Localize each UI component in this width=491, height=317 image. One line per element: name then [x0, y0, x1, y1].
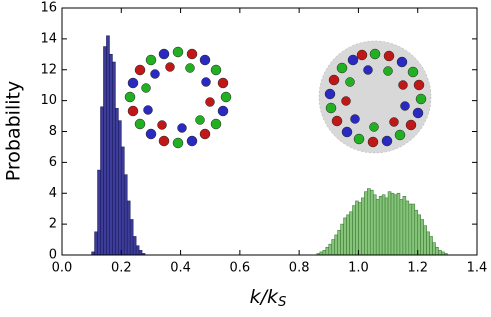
bar: [135, 245, 140, 256]
bar: [349, 211, 353, 256]
bar: [426, 231, 430, 256]
plot-frame: [61, 7, 478, 256]
bar: [340, 223, 344, 256]
x-tick-label: 0.8: [289, 261, 310, 276]
bar: [402, 196, 407, 256]
bar: [106, 35, 110, 256]
x-tick-label: 0.2: [111, 261, 132, 276]
bar: [411, 203, 416, 256]
bar: [115, 108, 119, 256]
bar: [352, 205, 356, 256]
bar: [118, 120, 122, 256]
bar: [408, 203, 413, 256]
bar: [346, 214, 350, 256]
bar: [132, 236, 137, 256]
bar: [375, 199, 380, 256]
x-tick-label: 1.2: [407, 261, 428, 276]
bar: [393, 194, 398, 256]
bar: [120, 146, 125, 256]
y-tick-label: 2: [49, 217, 57, 232]
bar: [129, 219, 134, 256]
sphere-coated: [318, 40, 432, 154]
bar: [387, 191, 392, 256]
bar: [378, 196, 383, 256]
bar: [396, 192, 401, 256]
bar: [423, 225, 427, 256]
bar: [369, 189, 374, 256]
bar: [103, 46, 107, 256]
bar: [328, 243, 333, 256]
bar: [361, 197, 365, 256]
y-axis-label: Probability: [3, 81, 25, 181]
bar: [337, 230, 341, 256]
sphere-bare: [124, 46, 232, 149]
bar: [420, 219, 424, 256]
bar: [432, 242, 436, 256]
x-tick-label: 0.6: [230, 261, 251, 276]
y-tick-label: 6: [49, 155, 57, 170]
bar: [109, 54, 113, 256]
bar: [372, 194, 377, 256]
bar: [429, 236, 433, 256]
bar: [384, 197, 389, 256]
bar: [358, 202, 362, 256]
y-tick-label: 16: [40, 1, 57, 16]
x-tick-label: 0.0: [52, 261, 73, 276]
y-tick-label: 12: [40, 62, 57, 77]
bar: [364, 191, 368, 256]
y-tick-label: 10: [40, 93, 57, 108]
bar: [381, 194, 386, 256]
x-axis-label-main: k/k: [250, 286, 279, 308]
bar: [417, 214, 421, 256]
bar: [331, 239, 336, 256]
bar: [94, 231, 98, 256]
y-tick-label: 14: [40, 31, 57, 46]
y-tick-label: 8: [49, 124, 57, 139]
bar: [334, 234, 338, 256]
bar: [390, 192, 395, 256]
bar: [405, 200, 410, 256]
bar: [435, 246, 439, 256]
bar: [123, 174, 128, 256]
bar: [97, 169, 101, 256]
x-tick-label: 1.0: [348, 261, 369, 276]
x-tick-label: 1.4: [467, 261, 488, 276]
bar: [138, 250, 143, 256]
bar: [112, 61, 116, 256]
y-tick-label: 4: [49, 186, 57, 201]
x-axis-label: k/kS: [250, 286, 287, 310]
bar: [414, 209, 419, 256]
bar: [367, 188, 371, 256]
bar: [322, 250, 327, 256]
bar: [355, 200, 359, 256]
bar: [343, 217, 347, 256]
bar: [100, 106, 104, 256]
y-tick-label: 0: [49, 248, 57, 263]
x-tick-label: 0.4: [170, 261, 191, 276]
bar: [126, 200, 131, 256]
x-axis-label-sub: S: [278, 295, 286, 310]
bar: [399, 199, 404, 256]
bar: [325, 246, 330, 256]
bar: [438, 250, 442, 256]
